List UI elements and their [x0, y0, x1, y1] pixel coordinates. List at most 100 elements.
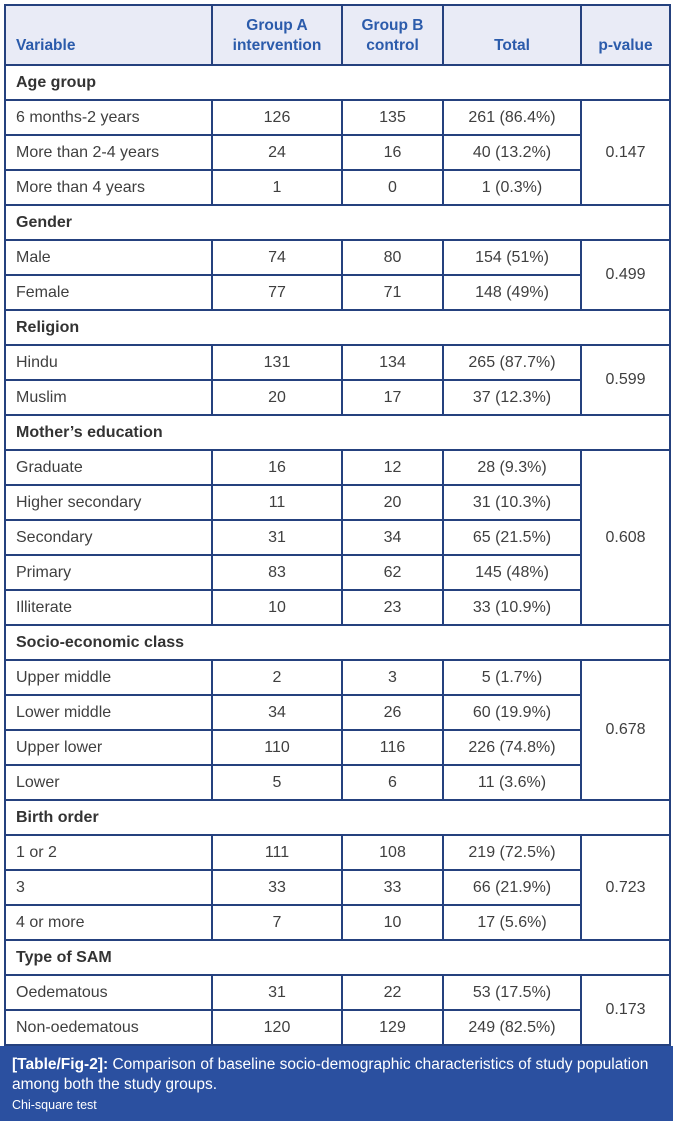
- group-a-value: 34: [211, 694, 343, 731]
- group-b-value: 134: [341, 344, 444, 381]
- group-b-value: 12: [341, 449, 444, 486]
- total-value: 265 (87.7%): [442, 344, 582, 381]
- data-row: More than 2-4 years 24 16 40 (13.2%): [4, 134, 670, 171]
- group-a-value: 2: [211, 659, 343, 696]
- section-title: Age group: [4, 64, 671, 101]
- data-row: Graduate 16 12 28 (9.3%) 0.608: [4, 449, 671, 626]
- total-value: 148 (49%): [442, 274, 582, 311]
- group-a-value: 24: [211, 134, 343, 171]
- row-label: Hindu: [4, 344, 213, 381]
- data-row: Illiterate 10 23 33 (10.9%): [4, 589, 670, 626]
- row-label: Male: [4, 239, 213, 276]
- group-b-value: 23: [341, 589, 444, 626]
- group-b-value: 116: [341, 729, 444, 766]
- group-a-value: 111: [211, 834, 343, 871]
- row-label: Upper middle: [4, 659, 213, 696]
- data-row: 6 months-2 years 126 135 261 (86.4%) 0.147: [4, 99, 671, 206]
- group-a-value: 131: [211, 344, 343, 381]
- row-label: Illiterate: [4, 589, 213, 626]
- row-label: Secondary: [4, 519, 213, 556]
- group-a-value: 10: [211, 589, 343, 626]
- section-title: Socio-economic class: [4, 624, 671, 661]
- group-b-value: 6: [341, 764, 444, 801]
- data-row: Upper middle 2 3 5 (1.7%) 0.678: [4, 659, 671, 801]
- total-value: 249 (82.5%): [442, 1009, 582, 1046]
- section-header-row: Birth order: [4, 799, 671, 836]
- caption-label: [Table/Fig-2]:: [12, 1056, 109, 1073]
- total-value: 11 (3.6%): [442, 764, 582, 801]
- section-header-row: Age group: [4, 64, 671, 101]
- col-header-group-a: Group A intervention: [211, 4, 343, 66]
- total-value: 40 (13.2%): [442, 134, 582, 171]
- row-label: Non-oedematous: [4, 1009, 213, 1046]
- group-a-value: 16: [211, 449, 343, 486]
- row-label: Lower middle: [4, 694, 213, 731]
- total-value: 1 (0.3%): [442, 169, 582, 206]
- total-value: 17 (5.6%): [442, 904, 582, 941]
- group-a-value: 33: [211, 869, 343, 906]
- caption-main: [Table/Fig-2]: Comparison of baseline so…: [12, 1055, 661, 1095]
- total-value: 60 (19.9%): [442, 694, 582, 731]
- group-b-value: 62: [341, 554, 444, 591]
- total-value: 37 (12.3%): [442, 379, 582, 416]
- row-label: Lower: [4, 764, 213, 801]
- col-header-p-value: p-value: [580, 4, 671, 66]
- group-a-value: 120: [211, 1009, 343, 1046]
- total-value: 261 (86.4%): [442, 99, 582, 136]
- p-value-cell: 0.723: [580, 834, 671, 941]
- group-a-value: 126: [211, 99, 343, 136]
- data-row: Upper lower 110 116 226 (74.8%): [4, 729, 670, 766]
- total-value: 33 (10.9%): [442, 589, 582, 626]
- group-b-value: 26: [341, 694, 444, 731]
- group-b-value: 16: [341, 134, 444, 171]
- row-label: Graduate: [4, 449, 213, 486]
- group-b-value: 135: [341, 99, 444, 136]
- group-b-value: 34: [341, 519, 444, 556]
- data-row: 3 33 33 66 (21.9%): [4, 869, 670, 906]
- p-value-cell: 0.147: [580, 99, 671, 206]
- section-header-row: Socio-economic class: [4, 624, 671, 661]
- group-b-value: 3: [341, 659, 444, 696]
- group-a-value: 31: [211, 974, 343, 1011]
- p-value-cell: 0.608: [580, 449, 671, 626]
- section-title: Religion: [4, 309, 671, 346]
- data-row: Oedematous 31 22 53 (17.5%) 0.173: [4, 974, 671, 1046]
- group-a-value: 74: [211, 239, 343, 276]
- table-figure: Variable Group A intervention Group B co…: [0, 4, 673, 1121]
- section-header-row: Type of SAM: [4, 939, 671, 976]
- row-label: Muslim: [4, 379, 213, 416]
- total-value: 154 (51%): [442, 239, 582, 276]
- p-value-cell: 0.499: [580, 239, 671, 311]
- data-row: Non-oedematous 120 129 249 (82.5%): [4, 1009, 670, 1046]
- data-row: Higher secondary 11 20 31 (10.3%): [4, 484, 670, 521]
- p-value-cell: 0.678: [580, 659, 671, 801]
- group-b-value: 71: [341, 274, 444, 311]
- header-row: Variable Group A intervention Group B co…: [4, 4, 671, 66]
- group-b-value: 80: [341, 239, 444, 276]
- group-a-value: 20: [211, 379, 343, 416]
- row-label: 3: [4, 869, 213, 906]
- data-row: Female 77 71 148 (49%): [4, 274, 670, 311]
- total-value: 226 (74.8%): [442, 729, 582, 766]
- group-b-value: 10: [341, 904, 444, 941]
- group-a-value: 83: [211, 554, 343, 591]
- table-caption: [Table/Fig-2]: Comparison of baseline so…: [0, 1046, 673, 1121]
- group-b-value: 33: [341, 869, 444, 906]
- group-a-value: 11: [211, 484, 343, 521]
- data-row: Male 74 80 154 (51%) 0.499: [4, 239, 671, 311]
- group-b-value: 108: [341, 834, 444, 871]
- row-label: 1 or 2: [4, 834, 213, 871]
- group-a-value: 110: [211, 729, 343, 766]
- group-b-value: 20: [341, 484, 444, 521]
- group-b-value: 0: [341, 169, 444, 206]
- data-row: 1 or 2 111 108 219 (72.5%) 0.723: [4, 834, 671, 941]
- caption-note: Chi-square test: [12, 1098, 97, 1113]
- caption-text: Comparison of baseline socio-demographic…: [12, 1056, 649, 1094]
- group-b-value: 22: [341, 974, 444, 1011]
- data-row: Muslim 20 17 37 (12.3%): [4, 379, 670, 416]
- data-row: More than 4 years 1 0 1 (0.3%): [4, 169, 670, 206]
- total-value: 145 (48%): [442, 554, 582, 591]
- total-value: 66 (21.9%): [442, 869, 582, 906]
- row-label: Oedematous: [4, 974, 213, 1011]
- total-value: 31 (10.3%): [442, 484, 582, 521]
